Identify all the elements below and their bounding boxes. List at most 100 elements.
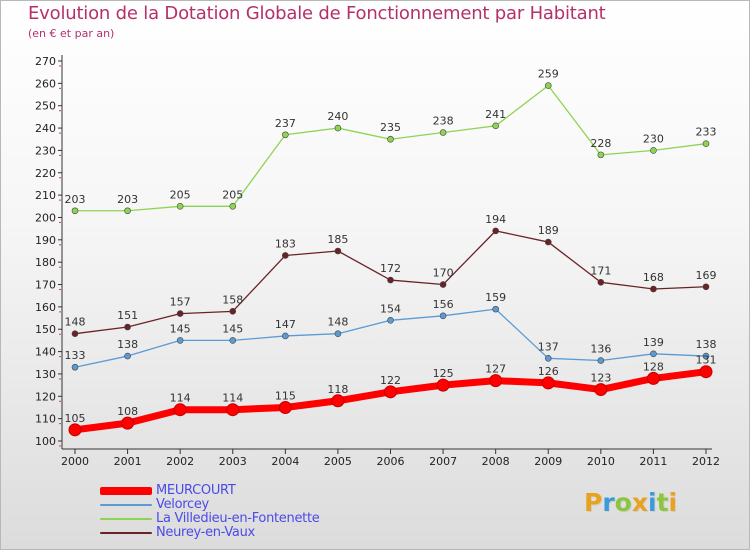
y-tick-label: 130 — [35, 368, 56, 381]
data-label: 259 — [538, 68, 559, 81]
data-label: 137 — [538, 340, 559, 353]
data-point — [650, 350, 657, 358]
x-tick-label: 2006 — [377, 455, 405, 468]
data-label: 156 — [433, 298, 454, 311]
data-point — [439, 281, 447, 288]
x-tick-label: 2008 — [482, 455, 510, 468]
data-point — [124, 352, 131, 360]
data-point — [544, 82, 552, 89]
data-point — [597, 278, 605, 286]
y-tick-label: 240 — [35, 122, 56, 135]
data-point — [387, 276, 394, 284]
data-label: 123 — [590, 372, 611, 385]
data-label: 157 — [170, 296, 191, 309]
data-point — [71, 330, 79, 338]
data-label: 114 — [170, 392, 191, 405]
data-label: 172 — [380, 262, 401, 275]
data-label: 147 — [275, 318, 296, 331]
data-point — [121, 416, 135, 430]
data-point — [650, 285, 657, 293]
data-point — [278, 400, 292, 414]
logo-letter: i — [668, 488, 678, 517]
x-tick-label: 2004 — [271, 455, 299, 468]
data-label: 138 — [117, 338, 138, 351]
data-point — [492, 305, 499, 313]
data-label: 228 — [590, 137, 611, 150]
data-label: 136 — [590, 343, 611, 356]
data-label: 185 — [327, 233, 348, 246]
data-label: 203 — [65, 193, 86, 206]
data-label: 241 — [485, 108, 506, 121]
y-tick-label: 260 — [35, 77, 56, 90]
x-tick-label: 2011 — [639, 455, 667, 468]
data-point — [176, 337, 184, 344]
data-point — [282, 131, 289, 139]
data-point — [387, 316, 394, 324]
data-label: 183 — [275, 237, 296, 250]
data-point — [439, 129, 447, 136]
data-point — [68, 423, 82, 437]
legend-label: La Villedieu-en-Fontenette — [156, 511, 320, 526]
legend-label: MEURCOURT — [156, 483, 236, 498]
data-label: 194 — [485, 213, 506, 226]
data-label: 105 — [65, 412, 86, 425]
data-label: 145 — [222, 322, 243, 335]
data-label: 159 — [485, 291, 506, 304]
data-point — [334, 247, 342, 255]
logo-letter: P — [584, 488, 603, 517]
data-label: 154 — [380, 302, 401, 315]
data-point — [544, 238, 552, 246]
data-label: 133 — [65, 349, 86, 362]
data-label: 189 — [538, 224, 559, 237]
data-label: 171 — [590, 264, 611, 277]
data-label: 148 — [65, 316, 86, 329]
data-point — [226, 403, 240, 417]
legend-swatch — [100, 487, 152, 495]
data-point — [702, 352, 710, 360]
data-label: 118 — [327, 383, 348, 396]
chart-legend: MEURCOURT Velorcey La Villedieu-en-Fontene… — [100, 484, 420, 540]
x-tick-label: 2010 — [587, 455, 615, 468]
data-point — [124, 323, 131, 331]
y-tick-label: 250 — [35, 100, 56, 113]
legend-swatch — [100, 504, 152, 506]
y-tick-label: 110 — [35, 413, 56, 426]
y-tick-label: 200 — [35, 211, 56, 224]
y-tick-label: 220 — [35, 167, 56, 180]
data-label: 203 — [117, 193, 138, 206]
data-point — [492, 227, 499, 235]
data-label: 235 — [380, 121, 401, 134]
data-point — [702, 283, 710, 291]
data-point — [384, 385, 397, 399]
data-label: 148 — [327, 316, 348, 329]
data-label: 240 — [327, 110, 348, 123]
logo-letter: o — [614, 488, 632, 517]
data-point — [176, 310, 184, 317]
y-tick-label: 180 — [35, 256, 56, 269]
data-point — [331, 394, 345, 408]
data-point — [387, 135, 394, 143]
legend-swatch — [100, 518, 152, 520]
legend-item: La Villedieu-en-Fontenette — [100, 512, 420, 526]
y-tick-label: 120 — [35, 390, 56, 403]
x-tick-label: 2002 — [166, 455, 194, 468]
legend-item: MEURCOURT — [100, 484, 420, 498]
data-label: 131 — [696, 354, 717, 367]
data-label: 108 — [117, 405, 138, 418]
y-tick-label: 100 — [35, 435, 56, 448]
data-label: 238 — [433, 115, 454, 128]
logo-letter: r — [602, 488, 615, 517]
data-point — [492, 122, 499, 130]
data-point — [597, 151, 605, 159]
data-point — [594, 383, 608, 397]
data-point — [229, 308, 237, 315]
data-label: 138 — [696, 338, 717, 351]
data-label: 126 — [538, 365, 559, 378]
legend-swatch — [100, 532, 152, 534]
data-point — [489, 374, 503, 388]
legend-item: Velorcey — [100, 498, 420, 512]
data-point — [71, 363, 79, 371]
legend-item: Neurey-en-Vaux — [100, 526, 420, 540]
logo-letter: i — [648, 488, 657, 517]
